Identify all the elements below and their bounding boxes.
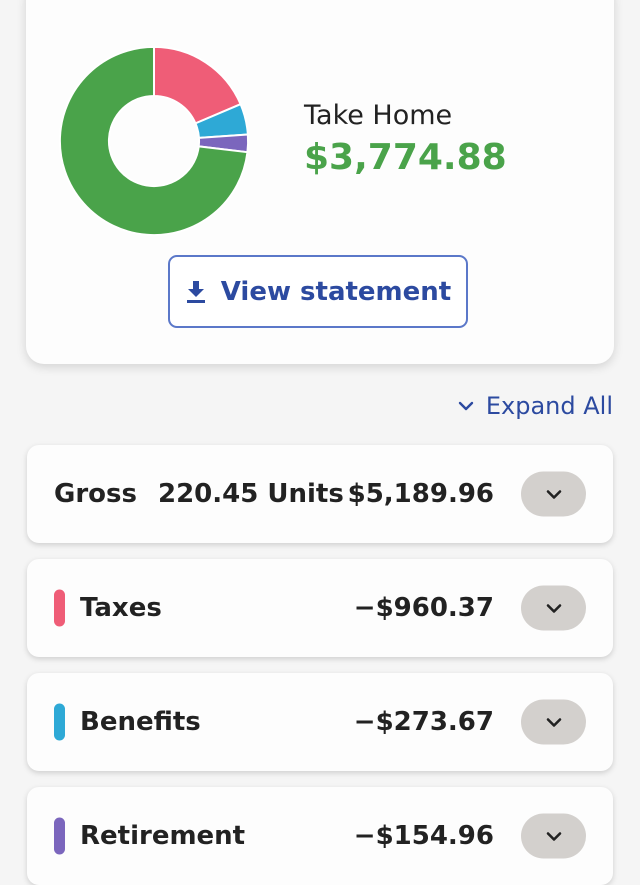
taxes-expand-button[interactable] xyxy=(521,585,586,631)
take-home-summary-card: Take Home $3,774.88 View statement xyxy=(26,0,614,364)
benefits-amount: −$273.67 xyxy=(353,707,494,737)
chevron-down-icon xyxy=(546,603,561,613)
taxes-label: Taxes xyxy=(80,593,162,623)
download-icon xyxy=(186,280,205,303)
chevron-down-icon xyxy=(546,717,561,727)
benefits-color-indicator xyxy=(54,703,65,741)
donut-slice-take-home xyxy=(59,45,249,237)
taxes-color-indicator xyxy=(54,589,65,627)
expand-all-button[interactable]: Expand All xyxy=(458,392,613,420)
retirement-amount: −$154.96 xyxy=(353,821,494,851)
taxes-amount: −$960.37 xyxy=(353,593,494,623)
retirement-label: Retirement xyxy=(80,821,246,851)
benefits-expand-button[interactable] xyxy=(521,699,586,745)
gross-expand-button[interactable] xyxy=(521,471,586,517)
retirement-expand-button[interactable] xyxy=(521,813,586,859)
gross-amount: $5,189.96 xyxy=(347,479,494,509)
take-home-amount: $3,774.88 xyxy=(304,137,507,178)
take-home-label: Take Home xyxy=(304,100,453,131)
chevron-down-icon xyxy=(546,831,561,841)
expand-all-label: Expand All xyxy=(485,392,613,420)
benefits-row[interactable]: Benefits −$273.67 xyxy=(27,673,613,771)
taxes-row[interactable]: Taxes −$960.37 xyxy=(27,559,613,657)
chevron-down-icon xyxy=(546,489,561,499)
chevron-down-icon xyxy=(458,401,474,411)
retirement-row[interactable]: Retirement −$154.96 xyxy=(27,787,613,885)
gross-row[interactable]: Gross 220.45 Units $5,189.96 xyxy=(27,445,613,543)
benefits-label: Benefits xyxy=(80,707,201,737)
view-statement-button[interactable]: View statement xyxy=(168,255,468,328)
take-home-donut-chart xyxy=(59,45,250,237)
view-statement-label: View statement xyxy=(220,276,452,307)
gross-label: Gross xyxy=(54,479,137,509)
retirement-color-indicator xyxy=(54,817,65,855)
gross-units: 220.45 Units xyxy=(158,479,344,509)
